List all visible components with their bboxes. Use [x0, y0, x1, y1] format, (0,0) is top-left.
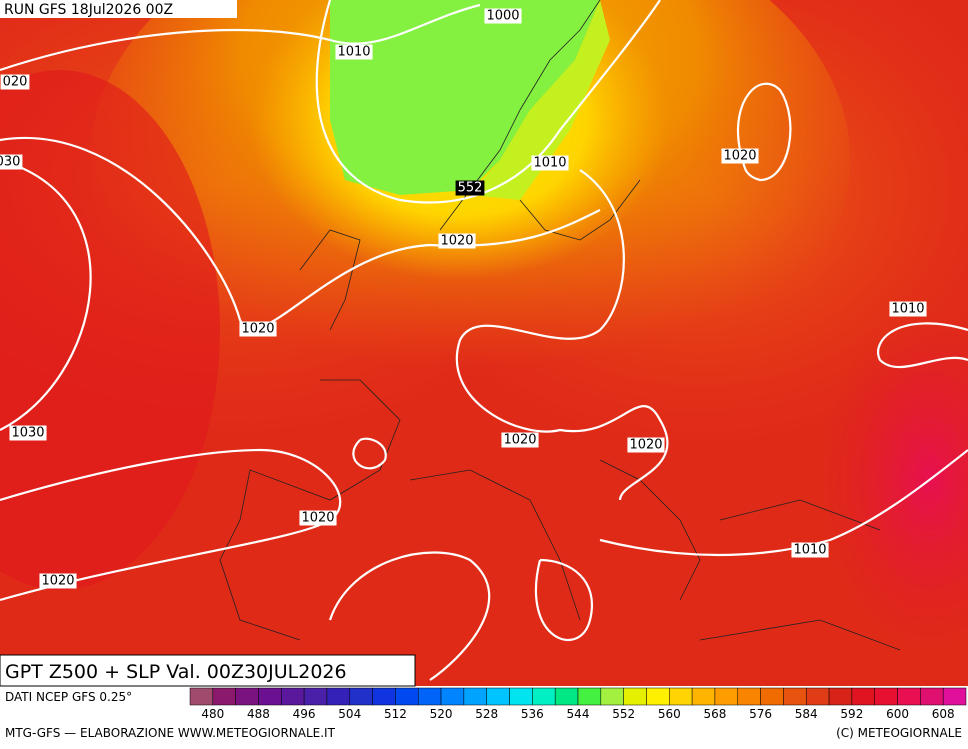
isobar-label: 1010 — [891, 302, 924, 317]
isobar-label-box — [39, 573, 77, 589]
colorbar-swatch — [828, 687, 853, 706]
isobar-label-box — [0, 74, 30, 90]
colorbar-swatch — [440, 687, 465, 706]
isobar-label-box — [438, 233, 476, 249]
colorbar-swatch — [372, 687, 396, 706]
colorbar-tick-label: 576 — [749, 707, 772, 721]
colorbar-swatch — [714, 687, 739, 706]
colorbar-tick-label: 496 — [293, 707, 316, 721]
colorbar-swatch — [189, 687, 214, 706]
isobar-label: 1020 — [301, 511, 334, 526]
run-label: RUN GFS 18Jul2026 00Z — [4, 2, 173, 18]
map-area — [0, 0, 968, 686]
colorbar-tick-label: 504 — [338, 707, 361, 721]
isobar-label: 1010 — [337, 45, 370, 60]
colorbar-swatch — [532, 687, 556, 706]
isobar-label: 1010 — [533, 156, 566, 171]
colorbar-swatch — [303, 687, 328, 706]
colorbar-swatch — [897, 687, 921, 706]
colorbar-swatch — [417, 687, 442, 706]
isobar-label: 1020 — [440, 234, 473, 249]
isobar-label: 1020 — [241, 322, 274, 337]
colorbar-swatch — [577, 687, 602, 706]
colorbar-tick-label: 560 — [658, 707, 681, 721]
isobar-label: 1020 — [41, 574, 74, 589]
colorbar-tick-label: 544 — [567, 707, 590, 721]
colorbar-swatch — [646, 687, 670, 706]
colorbar-swatch — [258, 687, 282, 706]
colorbar-swatch — [395, 687, 419, 706]
colorbar-swatch — [691, 687, 716, 706]
colorbar-swatch — [669, 687, 693, 706]
header: RUN GFS 18Jul2026 00Z — [0, 0, 237, 18]
colorbar-swatch — [623, 687, 647, 706]
colorbar-swatch — [326, 687, 351, 706]
isobars — [0, 0, 968, 681]
footer-right: (C) METEOGIORNALE — [836, 726, 962, 740]
colorbar-tick-label: 568 — [703, 707, 726, 721]
colorbar: 480 488 496 504 512 520 528 536 544 552 560 568 576 5… — [189, 687, 967, 721]
isobar-label: 1020 — [503, 433, 536, 448]
isobar-label-box — [484, 8, 522, 24]
colorbar-tick-label: 480 — [201, 707, 224, 721]
colorbar-tick-label: 584 — [795, 707, 818, 721]
colorbar-swatch — [920, 687, 944, 706]
isobar-label-box — [299, 510, 337, 526]
colorbar-tick-label: 552 — [612, 707, 635, 721]
colorbar-swatch — [783, 687, 807, 706]
colorbar-swatch — [486, 687, 510, 706]
isobar-label-box — [627, 437, 665, 453]
colorbar-tick-label: 608 — [932, 707, 955, 721]
colorbar-swatch — [235, 687, 259, 706]
title-box: GPT Z500 + SLP Val. 00Z30JUL2026 — [0, 654, 416, 687]
colorbar-swatch — [760, 687, 784, 706]
colorbar-tick-label: 600 — [886, 707, 909, 721]
isobar-label-box — [335, 44, 373, 60]
isobar-label-box — [239, 321, 277, 337]
isobar-label-box — [0, 154, 23, 170]
colorbar-swatch — [874, 687, 898, 706]
isobar-label: 1030 — [11, 426, 44, 441]
colorbar-swatch — [942, 687, 967, 706]
isobar-label-box — [9, 425, 47, 441]
colorbar-swatch — [509, 687, 533, 706]
map-title: GPT Z500 + SLP Val. 00Z30JUL2026 — [5, 661, 347, 683]
colorbar-tick-label: 592 — [840, 707, 863, 721]
colorbar-swatch — [349, 687, 373, 706]
isobar-label: 1000 — [486, 9, 519, 24]
colorbar-swatch — [737, 687, 761, 706]
isobar-label-box — [501, 432, 539, 448]
isobar-label: 1020 — [629, 438, 662, 453]
footer-left: MTG-GFS — ELABORAZIONE WWW.METEOGIORNALE… — [5, 726, 336, 740]
isobar-label-box — [791, 542, 829, 558]
colorbar-swatch — [805, 687, 830, 706]
isobar-label-box — [531, 155, 569, 171]
isobar-label-box — [889, 301, 927, 317]
colorbar-swatch — [554, 687, 579, 706]
source: DATI NCEP GFS 0.25° — [5, 690, 132, 704]
colorbar-swatch — [281, 687, 305, 706]
isobar-label: 1010 — [793, 543, 826, 558]
colorbar-tick-label: 520 — [430, 707, 453, 721]
colorbar-swatch — [851, 687, 875, 706]
colorbar-tick-label: 512 — [384, 707, 407, 721]
colorbar-swatch — [463, 687, 487, 706]
isobar-label: 1020 — [723, 149, 756, 164]
isobar-label: 552 — [458, 181, 483, 196]
isobar-labels: 1000 1010 020 030 1010 1020 552 1020 1020 1010 103… — [0, 8, 927, 589]
isobar-label-box — [455, 180, 485, 196]
isobar-label: 030 — [0, 155, 20, 170]
colorbar-tick-label: 488 — [247, 707, 270, 721]
colorbar-swatch — [600, 687, 624, 706]
colorbar-tick-label: 536 — [521, 707, 544, 721]
colorbar-tick-label: 528 — [475, 707, 498, 721]
isobar-label: 020 — [3, 75, 28, 90]
colorbar-swatch — [212, 687, 236, 706]
isobar-label-box — [721, 148, 759, 164]
